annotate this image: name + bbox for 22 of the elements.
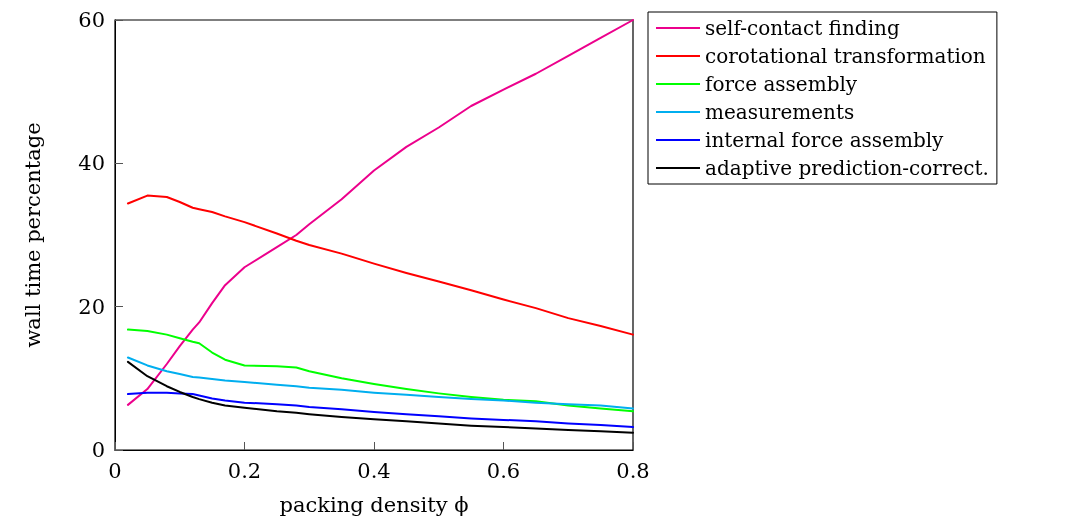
y-tick-label: 0 <box>91 438 105 462</box>
line-series <box>126 356 634 410</box>
legend-label: internal force assembly <box>705 128 945 152</box>
x-tick-label: 0.2 <box>227 458 262 483</box>
legend-label: measurements <box>705 100 855 124</box>
legend-label: adaptive prediction-correct. <box>705 156 989 180</box>
legend-label: self-contact finding <box>705 16 900 40</box>
line-series <box>126 19 634 406</box>
x-tick-label: 0.4 <box>357 458 391 483</box>
line-series <box>126 328 634 413</box>
x-tick-label: 0.6 <box>486 458 521 483</box>
legend-label: force assembly <box>705 72 858 96</box>
y-tick-label: 60 <box>78 8 105 32</box>
y-tick-label: 20 <box>78 294 105 319</box>
y-tick-label: 40 <box>78 151 105 176</box>
x-axis-title: packing density ϕ <box>279 492 469 517</box>
line-series <box>126 194 634 336</box>
legend-label: corotational transformation <box>705 44 986 68</box>
y-axis-title: wall time percentage <box>20 122 45 348</box>
x-tick-label: 0 <box>108 458 122 483</box>
line-series <box>126 391 634 429</box>
x-tick-label: 0.8 <box>616 458 650 483</box>
